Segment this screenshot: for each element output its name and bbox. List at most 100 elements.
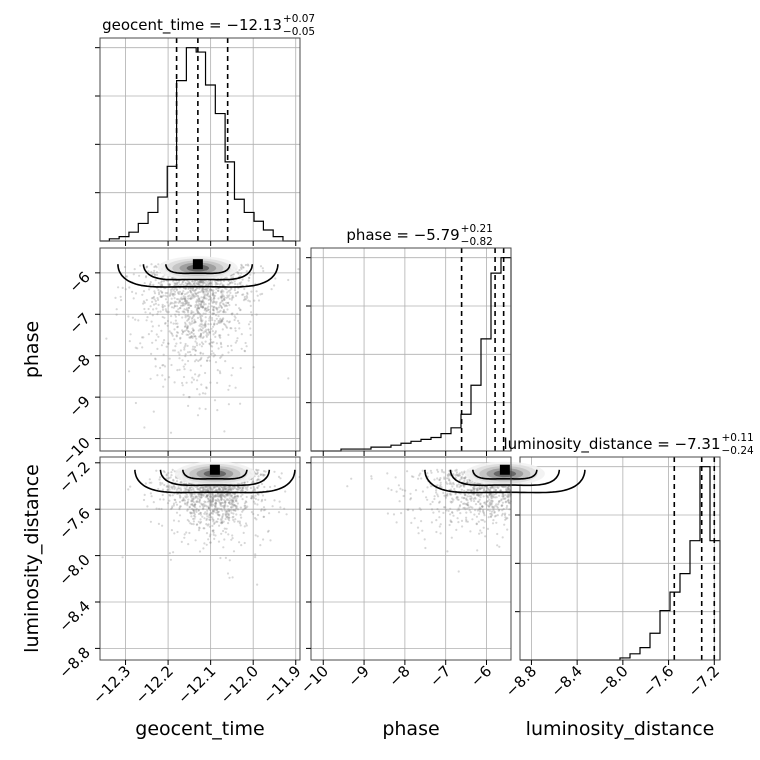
sample-point: [469, 511, 472, 514]
sample-point: [195, 281, 198, 285]
sample-point: [410, 475, 414, 478]
sample-point: [202, 507, 205, 510]
sample-point: [232, 273, 235, 276]
sample-point: [206, 494, 209, 497]
sample-point: [199, 511, 202, 514]
sample-point: [229, 291, 232, 294]
sample-point: [473, 481, 476, 484]
sample-point: [187, 489, 190, 492]
sample-point: [182, 310, 185, 313]
sample-point: [230, 499, 234, 502]
contour-level-3: [117, 264, 279, 288]
sample-point: [226, 320, 229, 323]
sample-point: [165, 345, 168, 348]
sample-point: [221, 320, 224, 323]
sample-point: [180, 293, 183, 296]
sample-point: [199, 334, 202, 337]
sample-point: [226, 294, 229, 297]
sample-point: [184, 325, 187, 328]
sample-point: [210, 498, 213, 501]
sample-point: [199, 304, 202, 307]
sample-point: [226, 488, 229, 491]
sample-point: [214, 489, 218, 492]
sample-point: [443, 476, 446, 479]
sample-point: [499, 488, 502, 492]
sample-point: [254, 517, 257, 520]
sample-point: [220, 497, 223, 500]
sample-point: [243, 350, 247, 353]
sample-point: [421, 469, 424, 472]
x-tick-label: −8.4: [547, 662, 585, 700]
sample-point: [222, 311, 225, 314]
sample-point: [204, 316, 207, 319]
sample-point: [464, 476, 467, 479]
sample-point: [197, 312, 201, 315]
sample-point: [229, 493, 232, 496]
sample-point: [191, 280, 194, 283]
sample-point: [232, 276, 235, 279]
sample-point: [154, 302, 157, 305]
sample-point: [505, 506, 508, 509]
sample-point: [236, 312, 239, 315]
sample-point: [243, 504, 246, 507]
sample-point: [436, 484, 439, 487]
sample-point: [206, 359, 209, 362]
sample-point: [161, 524, 164, 527]
sample-point: [213, 486, 216, 489]
sample-point: [205, 543, 208, 546]
sample-point: [256, 492, 259, 495]
sample-point: [449, 488, 453, 491]
sample-point: [171, 505, 174, 508]
sample-point: [476, 493, 479, 497]
sample-point: [227, 388, 230, 391]
sample-point: [216, 511, 219, 514]
sample-point: [169, 558, 172, 561]
sample-point: [208, 331, 211, 334]
sample-point: [201, 287, 204, 290]
sample-point: [205, 485, 208, 488]
sample-point: [224, 304, 228, 307]
sample-point: [207, 506, 210, 509]
sample-point: [173, 282, 176, 285]
sample-point: [225, 511, 228, 514]
sample-point: [216, 507, 219, 510]
sample-point: [213, 537, 216, 541]
sample-point: [429, 485, 433, 488]
sample-point: [489, 515, 492, 518]
sample-point: [208, 342, 211, 345]
sample-point: [447, 477, 450, 480]
sample-point: [210, 298, 213, 301]
sample-point: [172, 289, 175, 292]
sample-point: [492, 495, 495, 498]
sample-point: [209, 503, 212, 506]
sample-point: [201, 486, 204, 489]
sample-point: [211, 497, 214, 500]
sample-point: [218, 304, 221, 307]
sample-point: [447, 509, 450, 512]
sample-point: [184, 489, 187, 492]
sample-point: [176, 282, 179, 285]
sample-point: [232, 518, 235, 522]
sample-point: [190, 322, 193, 325]
sample-point: [187, 318, 190, 321]
sample-point: [212, 323, 216, 326]
sample-point: [181, 329, 184, 332]
sample-point: [486, 487, 489, 490]
sample-point: [212, 312, 216, 315]
sample-point: [187, 543, 190, 546]
sample-point: [186, 500, 190, 503]
sample-point: [221, 521, 224, 524]
sample-point: [253, 496, 256, 499]
sample-point: [177, 291, 180, 294]
sample-point: [233, 503, 236, 507]
sample-point: [177, 301, 180, 304]
sample-point: [472, 482, 475, 485]
sample-point: [203, 517, 206, 520]
contour-level-3: [134, 469, 296, 494]
sample-point: [219, 503, 222, 506]
sample-point: [245, 345, 248, 348]
sample-point: [184, 281, 187, 285]
sample-point: [133, 268, 136, 271]
sample-point: [503, 497, 506, 500]
sample-point: [498, 508, 501, 511]
